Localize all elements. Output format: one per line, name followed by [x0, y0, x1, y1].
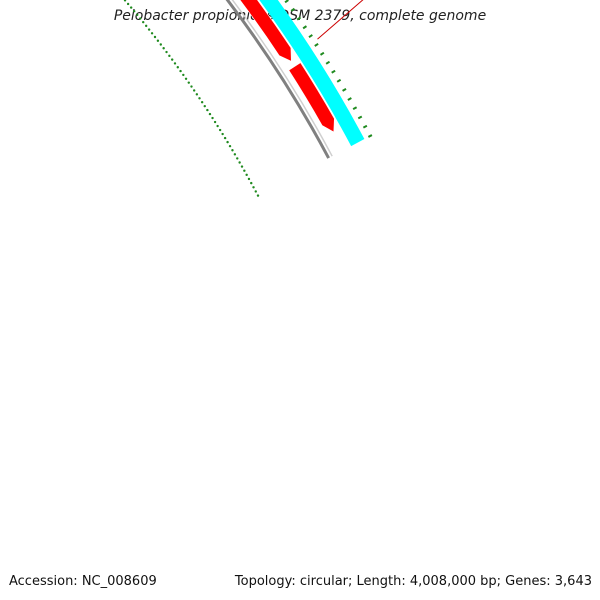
scale-dot: [182, 73, 185, 77]
scale-dot: [136, 13, 139, 17]
scale-dot: [254, 190, 257, 193]
scale-dot: [168, 54, 171, 58]
outer-tick: [352, 106, 358, 111]
scale-dot: [206, 108, 209, 112]
scale-dot: [250, 181, 253, 185]
gene-band-track: [259, 0, 365, 147]
scale-dot: [226, 140, 229, 144]
scale-dot: [223, 136, 227, 140]
outer-tick: [284, 0, 289, 4]
scale-dotted-ring: [123, 0, 260, 197]
scale-dot: [165, 50, 168, 54]
scale-dot: [184, 77, 188, 80]
scale-dot: [221, 132, 224, 136]
outer-tick: [342, 87, 347, 92]
outer-tick: [347, 97, 352, 101]
gene-labels: Ppro_0634Ppro_0635Ppro_0636Ppro_0637Ppro…: [317, 0, 364, 40]
scale-dot: [256, 194, 260, 197]
scale-dot: [203, 104, 206, 108]
scale-dot: [179, 69, 182, 73]
map-title: Pelobacter propionicus DSM 2379, complet…: [113, 8, 487, 24]
outer-tick: [296, 16, 302, 21]
outer-tick: [336, 78, 342, 83]
scale-dot: [245, 173, 248, 177]
scale-dot: [192, 89, 196, 92]
scale-dot: [236, 157, 239, 160]
scale-dot: [195, 93, 199, 96]
scale-dot: [238, 161, 241, 164]
scale-dot: [159, 43, 162, 46]
scale-dot: [218, 128, 222, 132]
outer-tick: [308, 34, 313, 38]
gene-leader-line: [317, 0, 364, 40]
scale-dot: [190, 85, 193, 88]
scale-dot: [211, 116, 214, 120]
cds-arrow: [288, 62, 335, 133]
genome-backbone-edge: [231, 0, 333, 157]
scale-dot: [126, 2, 130, 6]
scale-dot: [147, 28, 151, 31]
scale-dot: [123, 0, 127, 2]
scale-dot: [173, 62, 177, 65]
scale-dot: [156, 39, 160, 42]
outer-tick: [314, 42, 319, 47]
outer-tick: [357, 115, 363, 120]
outer-tick: [367, 134, 373, 138]
scale-dot: [213, 120, 217, 124]
genome-summary: Topology: circular; Length: 4,008,000 bp…: [234, 574, 592, 589]
outer-tick: [331, 69, 336, 74]
scale-dot: [233, 153, 237, 156]
cds-arrow: [239, 0, 292, 62]
scale-dot: [162, 47, 165, 50]
scale-dot: [144, 24, 148, 28]
scale-dot: [150, 32, 154, 35]
scale-dot: [243, 169, 246, 172]
outer-tick: [362, 124, 368, 129]
scale-dot: [132, 10, 136, 13]
scale-dot: [187, 81, 190, 84]
outer-tick: [302, 25, 308, 30]
scale-dot: [139, 17, 142, 20]
accession-label: Accession: NC_008609: [9, 574, 157, 589]
genome-backbone: [225, 0, 330, 159]
outer-tick: [290, 7, 296, 12]
scale-dot: [252, 186, 255, 189]
outer-dotted-ring: [284, 0, 373, 138]
scale-dot: [231, 149, 234, 152]
scale-dot: [170, 58, 174, 61]
scale-dot: [240, 165, 244, 168]
outer-tick: [319, 51, 325, 56]
scale-dot: [216, 124, 219, 128]
outer-tick: [325, 60, 331, 65]
scale-dot: [247, 177, 251, 181]
scale-dot: [129, 6, 133, 9]
scale-dot: [142, 20, 145, 24]
scale-dot: [208, 112, 212, 116]
scale-dot: [228, 144, 232, 148]
scale-dot: [200, 101, 204, 104]
scale-dot: [153, 35, 157, 39]
scale-dot: [198, 97, 201, 100]
scale-dot: [176, 66, 179, 69]
feature-tracks: [225, 0, 365, 159]
